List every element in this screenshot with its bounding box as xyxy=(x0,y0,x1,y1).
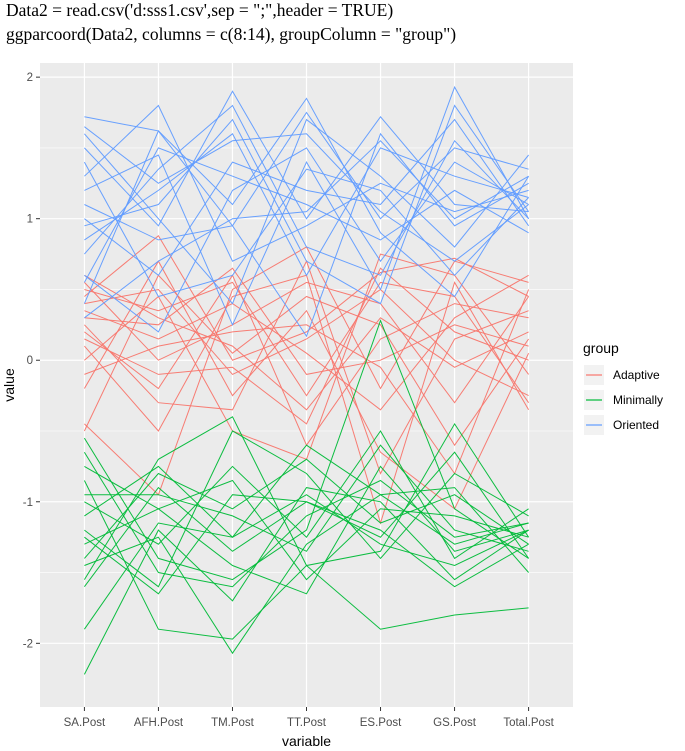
series-line xyxy=(84,234,529,361)
y-tick-label: 2 xyxy=(27,72,33,84)
code-line-1: Data2 = read.csv('d:sss1.csv',sep = ";",… xyxy=(6,0,394,20)
series-line xyxy=(84,140,529,319)
series-line xyxy=(84,104,530,305)
x-tick-label: SA.Post xyxy=(64,717,106,729)
series-line xyxy=(83,97,530,304)
series-line xyxy=(84,118,530,277)
series-line xyxy=(84,458,529,559)
x-axis: SA.Post AFH.Post TM.Post TT.Post ES.Post GS.P… xyxy=(64,707,555,729)
series-line xyxy=(83,451,529,588)
y-tick-label: 0 xyxy=(27,355,33,367)
series-line xyxy=(84,104,529,276)
y-tick-label: -1 xyxy=(23,497,33,509)
x-tick-label: TM.Post xyxy=(211,717,255,729)
y-axis-title: value xyxy=(1,368,17,402)
legend-label: Minimally xyxy=(613,393,663,407)
x-tick-label: Total.Post xyxy=(503,717,554,729)
series-line xyxy=(84,430,529,588)
series-line xyxy=(83,480,529,640)
series-line xyxy=(84,281,530,404)
x-tick-label: TT.Post xyxy=(287,717,327,729)
series-line xyxy=(84,267,529,375)
series-line xyxy=(84,133,529,277)
series-line xyxy=(84,274,529,411)
y-axis: -2 -1 0 1 2 xyxy=(23,72,40,650)
x-tick-label: GS.Post xyxy=(433,717,477,729)
legend-title: group xyxy=(583,340,619,356)
series-line xyxy=(84,465,529,567)
y-tick-label: -2 xyxy=(23,638,33,650)
series-line xyxy=(84,118,529,305)
series-lines xyxy=(83,85,530,675)
series-line xyxy=(84,132,529,338)
legend: group Adaptive Minimally Oriented xyxy=(583,340,663,435)
series-line xyxy=(84,430,529,560)
legend-label: Oriented xyxy=(613,418,659,432)
series-line xyxy=(84,479,529,581)
series-line xyxy=(84,487,529,655)
series-line xyxy=(84,274,529,411)
series-line xyxy=(84,104,529,262)
series-line xyxy=(83,161,529,298)
series-line xyxy=(84,288,529,397)
series-line xyxy=(83,487,529,675)
series-line xyxy=(83,451,530,587)
x-axis-title: variable xyxy=(282,733,331,749)
series-line xyxy=(84,444,529,552)
series-line xyxy=(83,319,529,581)
series-line xyxy=(84,126,529,262)
series-line xyxy=(84,267,529,425)
series-line xyxy=(84,147,529,333)
series-minimally xyxy=(83,319,530,675)
series-line xyxy=(84,90,529,227)
series-line xyxy=(83,444,529,630)
x-tick-label: AFH.Post xyxy=(134,717,184,729)
code-line-2: ggparcoord(Data2, columns = c(8:14), gro… xyxy=(6,24,457,44)
series-line xyxy=(84,85,530,327)
series-oriented xyxy=(83,85,530,338)
y-tick-label: 1 xyxy=(27,214,33,226)
legend-label: Adaptive xyxy=(613,368,660,382)
x-tick-label: ES.Post xyxy=(360,717,402,729)
series-line xyxy=(83,147,529,283)
